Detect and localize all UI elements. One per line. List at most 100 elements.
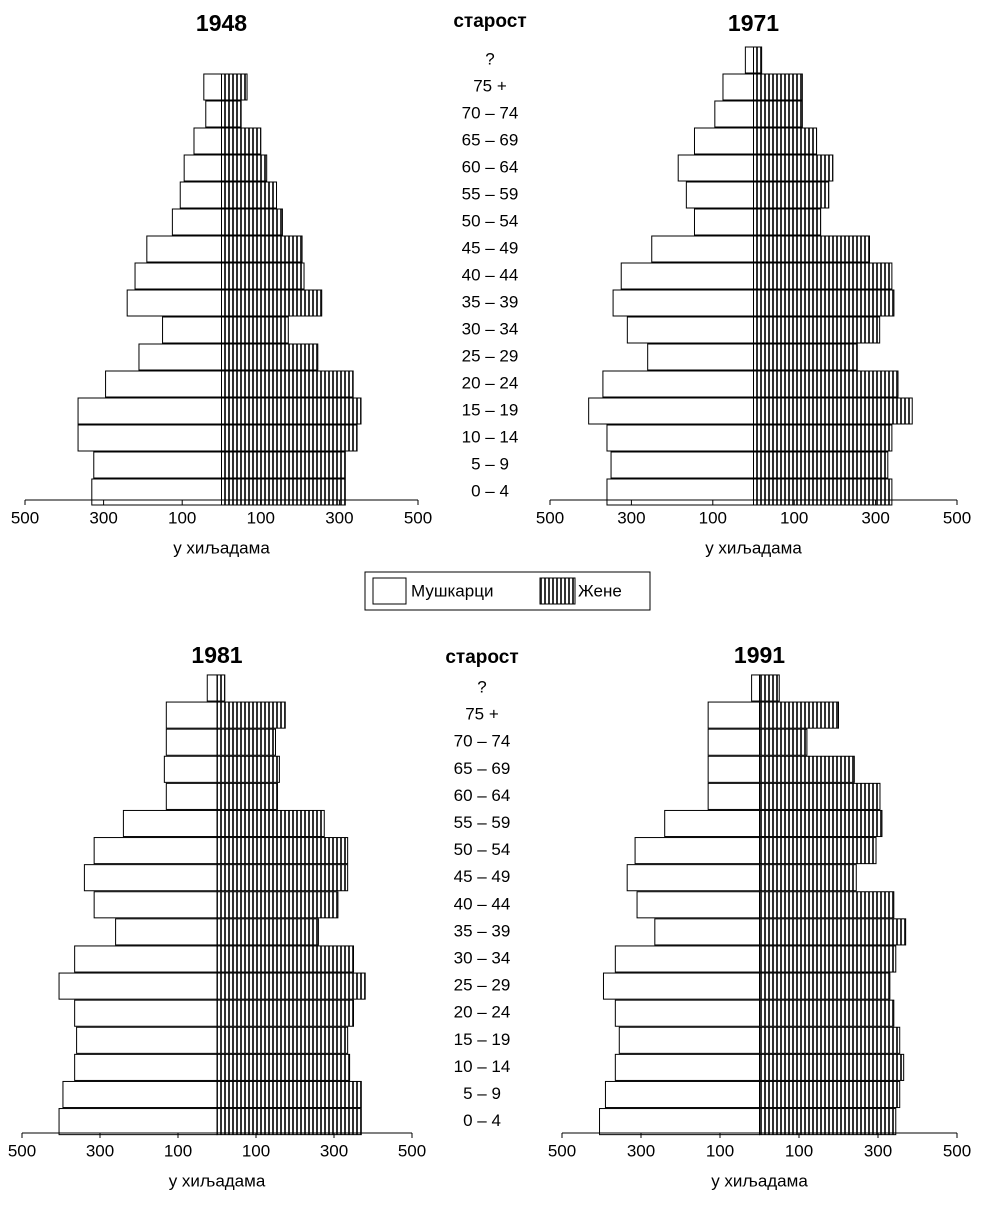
bar <box>221 235 303 263</box>
bar <box>165 782 218 810</box>
bar <box>221 73 248 101</box>
category-label: 30 – 34 <box>462 319 519 338</box>
legend-swatch <box>539 577 576 605</box>
bar <box>216 945 354 973</box>
bar <box>614 945 761 973</box>
category-label: 60 – 64 <box>454 786 511 805</box>
bar <box>759 1080 901 1109</box>
x-tick-label: 500 <box>8 1141 36 1160</box>
category-label: 60 – 64 <box>462 157 519 176</box>
bar <box>634 837 761 865</box>
bar <box>221 100 242 128</box>
bar <box>664 809 761 838</box>
bar <box>753 100 803 128</box>
bar <box>162 316 223 344</box>
bar <box>203 73 223 101</box>
bar <box>216 1080 362 1109</box>
bar <box>614 1053 761 1081</box>
bar <box>77 424 223 452</box>
bar <box>115 918 218 946</box>
bar <box>693 127 754 155</box>
bar <box>753 181 830 209</box>
category-label: 15 – 19 <box>454 1030 511 1049</box>
x-tick-label: 100 <box>247 508 275 527</box>
bar <box>759 972 891 1000</box>
bar <box>610 451 754 479</box>
bar <box>74 945 218 973</box>
x-tick-label: 300 <box>320 1141 348 1160</box>
bar <box>221 478 346 506</box>
x-tick-label: 100 <box>785 1141 813 1160</box>
bar <box>753 343 858 371</box>
category-label: 55 – 59 <box>462 184 519 203</box>
bar <box>76 1026 218 1054</box>
bar <box>134 262 222 290</box>
bar <box>216 1026 349 1054</box>
x-tick-label: 300 <box>627 1141 655 1160</box>
x-axis-label: у хиљадама <box>711 1171 808 1190</box>
category-label: 25 – 29 <box>462 346 519 365</box>
bar <box>753 370 899 398</box>
bar <box>693 208 754 236</box>
bar <box>138 343 222 371</box>
bar <box>216 701 286 729</box>
bar <box>753 262 893 290</box>
bar <box>753 127 818 155</box>
x-tick-label: 500 <box>943 508 971 527</box>
bar <box>759 1053 905 1081</box>
bar <box>753 478 893 506</box>
bar <box>599 1108 761 1136</box>
bar <box>83 864 218 892</box>
category-label: 50 – 54 <box>454 840 511 859</box>
bar <box>759 701 839 729</box>
bar <box>216 782 278 810</box>
bar <box>216 891 339 919</box>
x-tick-label: 500 <box>548 1141 576 1160</box>
x-tick-label: 500 <box>536 508 564 527</box>
bar <box>759 674 780 702</box>
bar <box>62 1080 218 1109</box>
bar <box>221 262 305 290</box>
x-tick-label: 100 <box>699 508 727 527</box>
bar <box>216 809 325 838</box>
bar <box>759 891 895 919</box>
bar <box>93 837 218 865</box>
bar <box>707 755 761 783</box>
bar <box>759 728 808 756</box>
bar <box>626 864 760 892</box>
bar <box>753 451 889 479</box>
bar <box>183 154 222 182</box>
chart-title: 1948 <box>196 10 247 36</box>
x-tick-label: 100 <box>706 1141 734 1160</box>
category-label: 75 + <box>465 705 499 724</box>
bar <box>647 343 754 371</box>
x-tick-label: 500 <box>943 1141 971 1160</box>
bar <box>744 46 754 74</box>
bar <box>626 316 755 344</box>
x-axis-label: у хиљадама <box>173 538 270 557</box>
bar <box>707 782 761 810</box>
bar <box>216 728 276 756</box>
bar <box>221 370 354 398</box>
x-axis-label: у хиљадама <box>169 1171 266 1190</box>
category-label: 40 – 44 <box>454 894 511 913</box>
bar <box>654 918 761 946</box>
bar <box>216 755 280 783</box>
bar <box>759 755 855 783</box>
legend-swatch <box>372 577 407 605</box>
bar <box>604 1080 761 1109</box>
bar <box>620 262 754 290</box>
bar <box>753 424 893 452</box>
chart-title: 1981 <box>191 642 242 668</box>
bar <box>216 837 349 865</box>
bar <box>216 999 354 1027</box>
x-tick-label: 100 <box>168 508 196 527</box>
bar <box>759 782 881 810</box>
bar <box>753 397 913 425</box>
category-label: 70 – 74 <box>462 103 519 122</box>
bar <box>216 918 319 946</box>
bar <box>221 127 262 155</box>
category-title: старост <box>453 11 526 32</box>
x-tick-label: 500 <box>398 1141 426 1160</box>
